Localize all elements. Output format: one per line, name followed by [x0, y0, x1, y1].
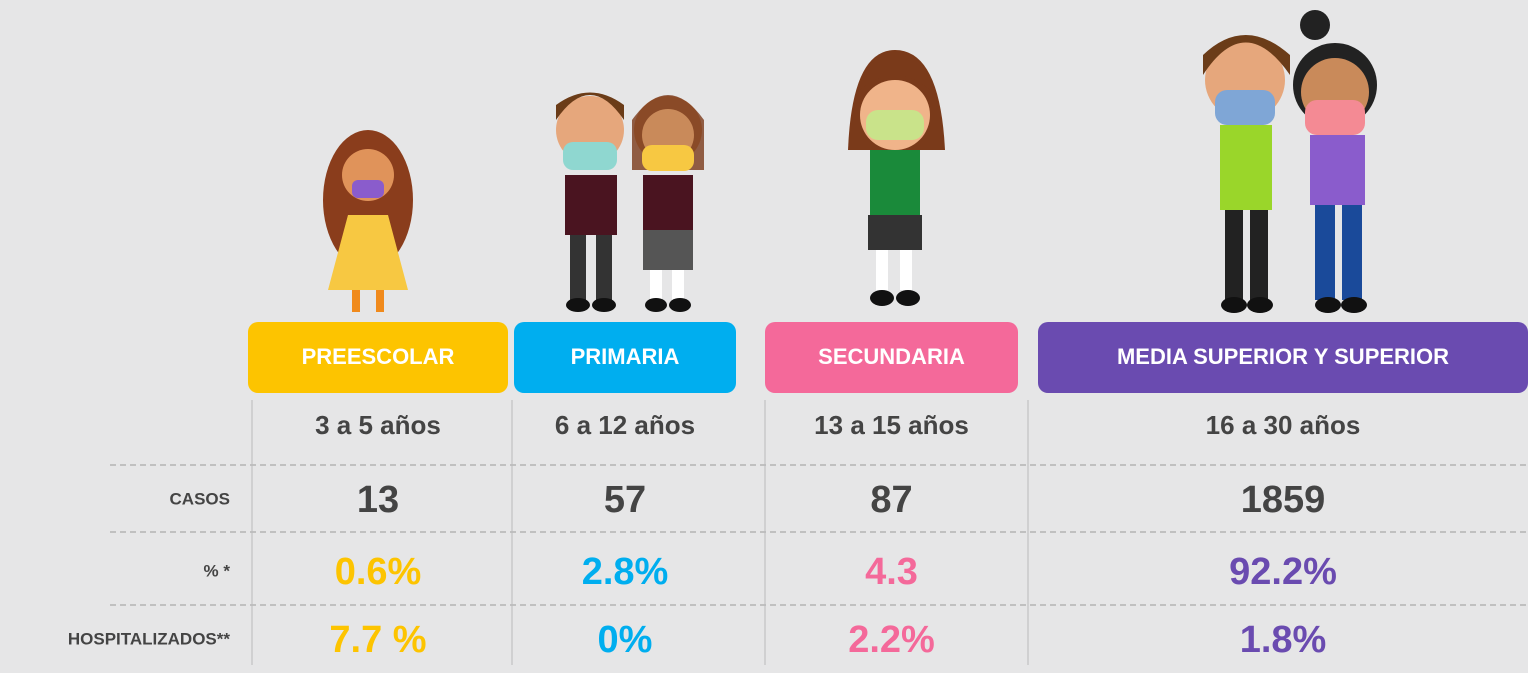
media-superior-students	[1203, 10, 1377, 313]
cell-value: 0%	[598, 619, 653, 661]
level-label-box	[248, 322, 508, 393]
cell-value: 1.8%	[1240, 619, 1327, 661]
age-range: 6 a 12 años	[555, 410, 695, 440]
cell-value: 1859	[1241, 479, 1326, 521]
level-label-box	[1038, 322, 1528, 393]
row-label: HOSPITALIZADOS**	[68, 629, 231, 648]
level-label-box	[514, 322, 736, 393]
cell-value: 13	[357, 479, 399, 521]
level-label: MEDIA SUPERIOR Y SUPERIOR	[1117, 344, 1449, 369]
cell-value: 87	[870, 479, 912, 521]
cell-value: 57	[604, 479, 646, 521]
cell-value: 7.7 %	[329, 619, 426, 661]
level-label: PREESCOLAR	[302, 344, 455, 369]
row-label: % *	[204, 561, 231, 580]
level-label-box	[765, 322, 1018, 393]
row-label: CASOS	[170, 489, 230, 508]
age-range: 16 a 30 años	[1206, 410, 1361, 440]
age-range: 13 a 15 años	[814, 410, 969, 440]
age-range: 3 a 5 años	[315, 410, 441, 440]
cell-value: 0.6%	[335, 551, 422, 593]
cell-value: 2.2%	[848, 619, 935, 661]
preescolar-girl	[323, 130, 413, 312]
level-label: SECUNDARIA	[818, 344, 965, 369]
primaria-kids	[556, 92, 704, 312]
cell-value: 4.3	[865, 551, 918, 593]
secundaria-girl	[848, 50, 945, 306]
cell-value: 92.2%	[1229, 551, 1337, 593]
cell-value: 2.8%	[582, 551, 669, 593]
level-label: PRIMARIA	[571, 344, 680, 369]
